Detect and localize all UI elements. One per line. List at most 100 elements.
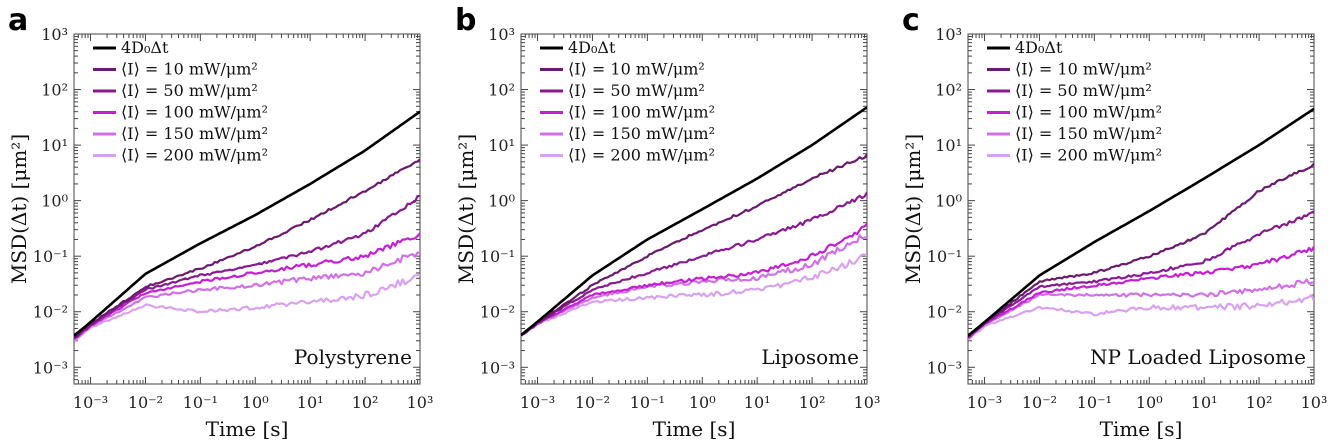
axis-ticks	[967, 33, 1315, 385]
legend-entry: ⟨I⟩ = 50 mW/μm²	[1015, 81, 1152, 100]
y-tick-label: 10⁻²	[927, 303, 962, 322]
legend-entry: 4D₀Δt	[568, 38, 616, 57]
y-tick-label: 10⁻²	[33, 303, 68, 322]
legend-entry: 4D₀Δt	[121, 38, 169, 57]
legend-entry: ⟨I⟩ = 150 mW/μm²	[1015, 124, 1162, 143]
y-tick-label: 10¹	[488, 136, 515, 155]
legend-entry: ⟨I⟩ = 150 mW/μm²	[121, 124, 268, 143]
chart-panel-a: a 10⁻³ 10⁻² 10⁻¹ 10⁰ 10¹ 10² 10³ 10⁻³ 10⁻² 10⁻¹ 10⁰…	[0, 0, 447, 447]
x-axis-label: Time [s]	[206, 417, 289, 441]
legend: 4D₀Δt ⟨I⟩ = 10 mW/μm² ⟨I⟩ = 50 mW/μm² ⟨I⟩ =…	[540, 38, 715, 165]
legend-entry: ⟨I⟩ = 10 mW/μm²	[1015, 60, 1152, 79]
y-tick-label: 10⁻¹	[480, 247, 515, 266]
sample-annotation: Liposome	[761, 345, 859, 369]
x-tick-label: 10⁻¹	[183, 393, 218, 412]
series-line-1	[521, 153, 867, 336]
legend: 4D₀Δt ⟨I⟩ = 10 mW/μm² ⟨I⟩ = 50 mW/μm² ⟨I⟩ =…	[93, 38, 268, 165]
x-tick-label: 10⁻³	[73, 393, 108, 412]
series-line-2	[74, 194, 420, 339]
x-tick-label: 10²	[352, 393, 379, 412]
y-tick-label: 10⁻¹	[33, 247, 68, 266]
legend-entry: ⟨I⟩ = 100 mW/μm²	[1015, 103, 1162, 122]
chart-svg-a: a 10⁻³ 10⁻² 10⁻¹ 10⁰ 10¹ 10² 10³ 10⁻³ 10⁻² 10⁻¹ 10⁰…	[7, 3, 434, 441]
series-group	[521, 106, 867, 338]
series-line-0	[74, 110, 420, 337]
legend-entry: ⟨I⟩ = 200 mW/μm²	[1015, 146, 1162, 165]
series-line-4	[74, 251, 420, 341]
sample-annotation: Polystyrene	[294, 345, 412, 369]
legend-entry: ⟨I⟩ = 100 mW/μm²	[568, 103, 715, 122]
series-line-4	[968, 278, 1314, 340]
y-tick-label: 10⁻³	[480, 358, 515, 377]
panel-letter: c	[902, 3, 920, 38]
x-tick-label: 10⁰	[689, 393, 716, 412]
legend-entry: ⟨I⟩ = 200 mW/μm²	[568, 146, 715, 165]
legend-entry: ⟨I⟩ = 150 mW/μm²	[568, 124, 715, 143]
y-axis-label: MSD(Δt) [μm²]	[454, 134, 478, 284]
series-line-3	[968, 246, 1314, 339]
y-axis-label: MSD(Δt) [μm²]	[901, 134, 925, 284]
series-line-5	[74, 273, 420, 342]
x-tick-label: 10⁻³	[520, 393, 555, 412]
y-tick-label: 10³	[935, 25, 962, 44]
x-tick-label: 10³	[407, 393, 434, 412]
series-line-1	[74, 158, 420, 339]
x-tick-label: 10³	[1301, 393, 1328, 412]
series-group	[968, 107, 1314, 341]
y-tick-label: 10⁰	[41, 192, 68, 211]
chart-panel-b: b 10⁻³ 10⁻² 10⁻¹ 10⁰ 10¹ 10² 10³ 10⁻³ 10⁻² 10⁻¹ 10⁰…	[447, 0, 894, 447]
series-line-5	[521, 253, 867, 338]
series-line-4	[521, 234, 867, 337]
x-tick-label: 10⁰	[242, 393, 269, 412]
sample-annotation: NP Loaded Liposome	[1090, 345, 1306, 369]
y-tick-label: 10¹	[935, 136, 962, 155]
series-line-5	[968, 294, 1314, 341]
legend-entry: 4D₀Δt	[1015, 38, 1063, 57]
y-tick-label: 10²	[41, 81, 68, 100]
series-group	[74, 110, 420, 342]
y-axis-label: MSD(Δt) [μm²]	[7, 134, 31, 284]
x-tick-label: 10²	[799, 393, 826, 412]
x-tick-label: 10⁻¹	[1077, 393, 1112, 412]
chart-panel-c: c 10⁻³ 10⁻² 10⁻¹ 10⁰ 10¹ 10² 10³ 10⁻³ 10⁻² 10⁻¹ 10⁰…	[894, 0, 1341, 447]
x-tick-label: 10¹	[1191, 393, 1218, 412]
y-tick-label: 10⁻³	[927, 358, 962, 377]
legend-entry: ⟨I⟩ = 50 mW/μm²	[121, 81, 258, 100]
axis-ticks	[520, 33, 868, 385]
x-tick-label: 10²	[1246, 393, 1273, 412]
y-tick-label: 10¹	[41, 136, 68, 155]
x-tick-label: 10³	[854, 393, 881, 412]
legend-entry: ⟨I⟩ = 10 mW/μm²	[121, 60, 258, 79]
series-line-2	[521, 191, 867, 337]
x-tick-label: 10¹	[744, 393, 771, 412]
y-tick-label: 10⁰	[935, 192, 962, 211]
x-tick-label: 10¹	[297, 393, 324, 412]
legend: 4D₀Δt ⟨I⟩ = 10 mW/μm² ⟨I⟩ = 50 mW/μm² ⟨I⟩ =…	[987, 38, 1162, 165]
x-tick-label: 10⁰	[1136, 393, 1163, 412]
series-line-2	[968, 210, 1314, 339]
series-line-1	[968, 162, 1314, 338]
series-line-0	[968, 107, 1314, 337]
y-tick-label: 10⁻¹	[927, 247, 962, 266]
legend-entry: ⟨I⟩ = 200 mW/μm²	[121, 146, 268, 165]
x-tick-label: 10⁻²	[575, 393, 610, 412]
chart-svg-b: b 10⁻³ 10⁻² 10⁻¹ 10⁰ 10¹ 10² 10³ 10⁻³ 10⁻² 10⁻¹ 10⁰…	[454, 3, 881, 441]
y-tick-label: 10³	[488, 25, 515, 44]
x-tick-label: 10⁻¹	[630, 393, 665, 412]
x-tick-label: 10⁻²	[128, 393, 163, 412]
y-tick-label: 10²	[935, 81, 962, 100]
panel-letter: a	[8, 3, 28, 38]
y-tick-label: 10⁻³	[33, 358, 68, 377]
chart-svg-c: c 10⁻³ 10⁻² 10⁻¹ 10⁰ 10¹ 10² 10³ 10⁻³ 10⁻² 10⁻¹ 10⁰…	[901, 3, 1328, 441]
x-axis-label: Time [s]	[653, 417, 736, 441]
legend-entry: ⟨I⟩ = 50 mW/μm²	[568, 81, 705, 100]
legend-entry: ⟨I⟩ = 100 mW/μm²	[121, 103, 268, 122]
y-tick-label: 10⁻²	[480, 303, 515, 322]
x-axis-label: Time [s]	[1100, 417, 1183, 441]
series-line-3	[521, 223, 867, 337]
panel-letter: b	[455, 3, 476, 38]
series-line-0	[521, 106, 867, 337]
y-tick-label: 10²	[488, 81, 515, 100]
y-tick-label: 10⁰	[488, 192, 515, 211]
y-tick-label: 10³	[41, 25, 68, 44]
